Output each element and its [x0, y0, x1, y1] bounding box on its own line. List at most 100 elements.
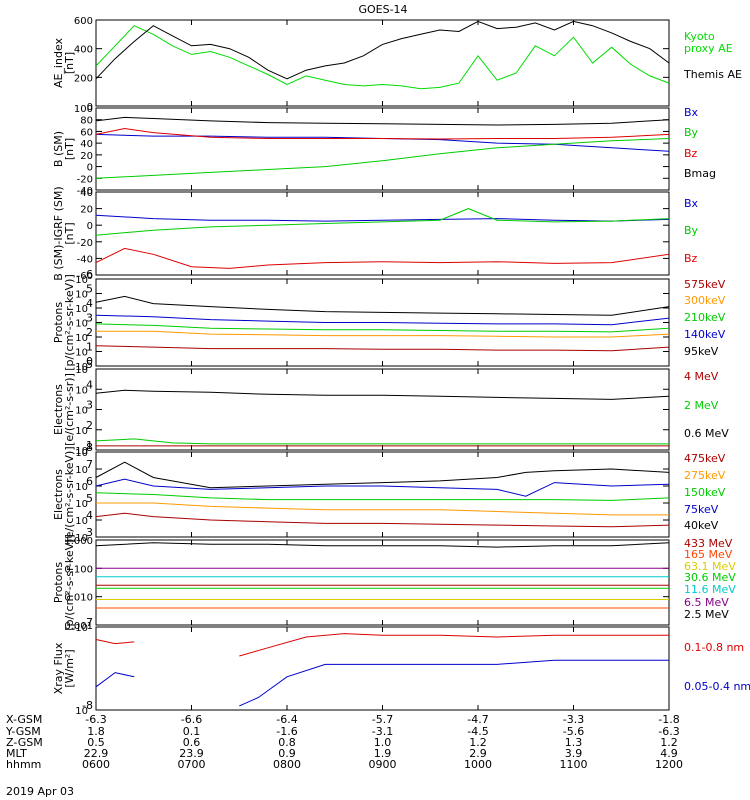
y-axis-label: [e/(cm²-s-sr-keV)] [63, 446, 76, 542]
legend-entry: 6.5 MeV [684, 596, 729, 609]
y-tick-label: 10 [75, 499, 88, 510]
y-tick-label: 0 [87, 221, 93, 232]
x-row-label: MLT [6, 747, 27, 760]
y-tick-exponent: 8 [86, 441, 93, 454]
y-tick-exponent: 4 [86, 378, 93, 391]
x-row-value: -1.6 [276, 725, 297, 738]
y-tick-label: -20 [77, 174, 93, 185]
x-row-value: 23.9 [179, 747, 204, 760]
y-axis-label: [e/(cm²-s-sr)] [63, 373, 76, 446]
y-tick-label: 40 [80, 139, 93, 150]
y-tick-exponent: 3 [86, 526, 93, 539]
y-tick-label: 100 [74, 104, 93, 115]
y-tick-exponent: 0 [86, 355, 93, 368]
x-row-value: 0.5 [87, 736, 105, 749]
y-tick-label: -40 [77, 186, 93, 197]
x-row-value: 0.8 [278, 736, 296, 749]
legend-entry: 0.6 MeV [684, 427, 729, 440]
y-tick-label: 10 [75, 623, 88, 634]
y-axis-label: Electrons [52, 469, 65, 520]
y-tick-label: 80 [80, 116, 93, 127]
y-tick-label: 200 [74, 73, 93, 84]
x-row-value: -3.3 [563, 713, 584, 726]
y-tick-exponent: -7 [82, 616, 93, 629]
series-line-protons_low-0 [95, 345, 670, 352]
y-tick-label: 1.000 [64, 536, 93, 547]
y-tick-label: 10 [75, 319, 88, 330]
x-row-value: 1.8 [87, 725, 105, 738]
y-tick-exponent: 5 [86, 283, 93, 296]
y-tick-label: 10 [75, 426, 88, 437]
series-line-xray-1 [239, 659, 669, 707]
x-row-value: -6.4 [276, 713, 297, 726]
legend-entry: 63.1 MeV [684, 560, 736, 573]
y-tick-label: 0 [87, 102, 93, 113]
y-tick-label: 10 [75, 333, 88, 344]
panel-frame-electrons_high [95, 368, 670, 451]
date-label: 2019 Apr 03 [6, 785, 75, 798]
x-row-value: -5.6 [563, 725, 584, 738]
x-row-value: 0600 [82, 758, 110, 771]
x-row-value: -6.6 [181, 713, 202, 726]
y-tick-exponent: 1 [86, 439, 93, 452]
legend-entry: Themis AE [683, 68, 742, 81]
y-axis-label: Protons [52, 302, 65, 343]
x-row-value: 1.0 [374, 736, 392, 749]
series-line-ae-0 [95, 25, 670, 90]
y-tick-label: 0.001 [64, 621, 93, 632]
series-line-protons_high-6 [95, 542, 670, 548]
legend-entry: 4 MeV [684, 370, 719, 383]
x-row-value: -6.3 [658, 725, 679, 738]
legend-entry: By [684, 126, 699, 139]
series-line-bsm-3 [95, 116, 670, 126]
y-axis-label: B (SM)-IGRF (SM) [52, 186, 65, 280]
series-line-electrons_high-2 [95, 389, 670, 400]
x-row-label: X-GSM [6, 713, 42, 726]
x-row-value: 0.6 [183, 736, 201, 749]
y-tick-exponent: 3 [86, 312, 93, 325]
y-tick-label: -60 [77, 271, 93, 282]
series-line-protons_low-1 [96, 330, 670, 338]
series-line-electrons_low-4 [95, 461, 670, 489]
legend-entry: 575keV [684, 278, 726, 291]
x-row-value: 1.2 [469, 736, 487, 749]
series-line-protons_low-4 [95, 295, 670, 316]
y-tick-label: 10 [75, 348, 88, 359]
legend-entry: 40keV [684, 519, 719, 532]
y-tick-label: 60 [80, 127, 93, 138]
y-tick-label: -40 [77, 254, 93, 265]
panel-frame-xray [95, 626, 670, 711]
x-row-value: 0.1 [183, 725, 201, 738]
x-row-value: 0700 [178, 758, 206, 771]
y-tick-label: 10 [75, 706, 88, 717]
legend-entry: Bz [684, 252, 698, 265]
legend-entry: 140keV [684, 328, 726, 341]
x-row-label: Z-GSM [6, 736, 43, 749]
y-tick-label: 400 [74, 45, 93, 56]
legend-entry: 2.5 MeV [684, 608, 729, 621]
y-tick-label: 20 [80, 151, 93, 162]
x-row-value: 2.9 [469, 747, 487, 760]
legend-entry: 210keV [684, 311, 726, 324]
series-line-electrons_high-1 [95, 438, 669, 445]
legend-entry: 2 MeV [684, 399, 719, 412]
y-tick-label: 600 [74, 16, 93, 27]
y-tick-label: 10 [75, 446, 88, 457]
legend-entry: 95keV [684, 345, 719, 358]
legend-entry: 300keV [684, 294, 726, 307]
series-line-protons_low-3 [95, 314, 670, 326]
y-tick-exponent: 4 [86, 297, 93, 310]
y-tick-label: 10 [75, 275, 88, 286]
y-tick-exponent: 2 [86, 326, 93, 339]
legend-entry: 75keV [684, 503, 719, 516]
y-axis-label: Electrons [52, 384, 65, 435]
legend-entry: 0.1-0.8 nm [684, 641, 744, 654]
x-row-label: hhmm [6, 758, 41, 771]
x-row-value: 1200 [655, 758, 683, 771]
legend-entry: 11.6 MeV [684, 583, 736, 596]
y-tick-label: 10 [75, 362, 88, 373]
y-tick-label: 10 [75, 365, 88, 376]
series-line-ae-1 [95, 20, 670, 80]
